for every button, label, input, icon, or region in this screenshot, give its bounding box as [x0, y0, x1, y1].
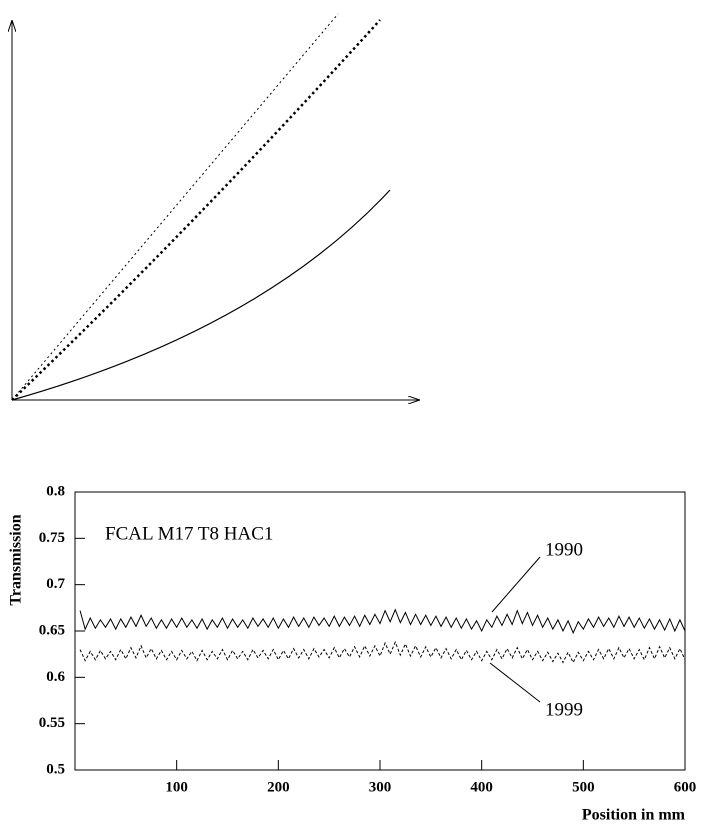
y-tick-label: 0.75: [39, 530, 65, 546]
series-line: [79, 608, 686, 635]
schematic-curve-thick-dotted: [11, 19, 381, 401]
x-tick-label: 100: [165, 779, 188, 795]
x-tick-label: 500: [572, 779, 595, 795]
y-tick-label: 0.8: [46, 483, 65, 499]
series-label: 1999: [545, 699, 583, 720]
x-tick-label: 600: [674, 779, 697, 795]
x-tick-label: 200: [267, 779, 290, 795]
series-label: 1990: [545, 539, 583, 560]
x-axis-title: Position in mm: [582, 807, 686, 824]
chart-annotation: FCAL M17 T8 HAC1: [105, 523, 273, 544]
y-axis-title: Transmission: [8, 514, 25, 605]
leader-line: [489, 662, 541, 703]
x-tick-label: 400: [470, 779, 493, 795]
leader-line: [491, 556, 541, 613]
y-tick-label: 0.7: [46, 576, 65, 592]
y-tick-label: 0.6: [46, 669, 65, 685]
transmission-chart: FCAL M17 T8 HAC1 Transmission Position i…: [8, 483, 697, 823]
x-tick-label: 300: [369, 779, 392, 795]
schematic: [11, 13, 420, 401]
schematic-curve-thin-dotted: [11, 13, 339, 401]
schematic-curve-solid: [11, 189, 391, 401]
y-tick-label: 0.5: [46, 761, 65, 777]
series-line: [79, 640, 686, 664]
y-tick-label: 0.55: [39, 715, 65, 731]
y-tick-label: 0.65: [39, 622, 65, 638]
